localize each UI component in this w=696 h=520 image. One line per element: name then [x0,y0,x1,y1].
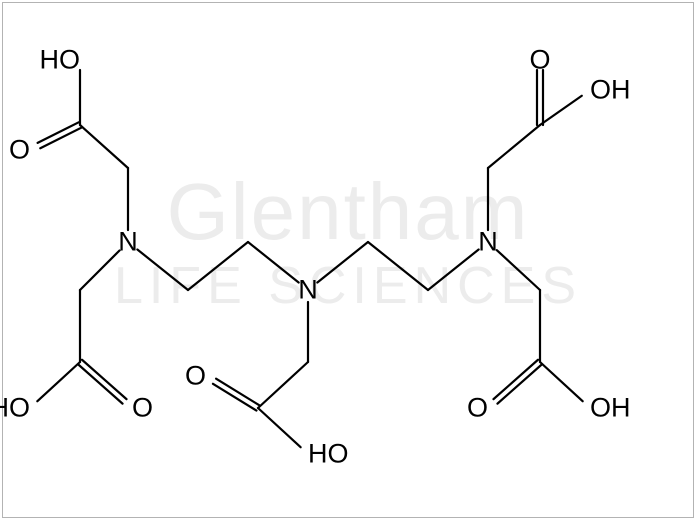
chemical-structure [0,0,696,520]
diagram-canvas: { "canvas": { "width": 696, "height": 52… [0,0,696,520]
